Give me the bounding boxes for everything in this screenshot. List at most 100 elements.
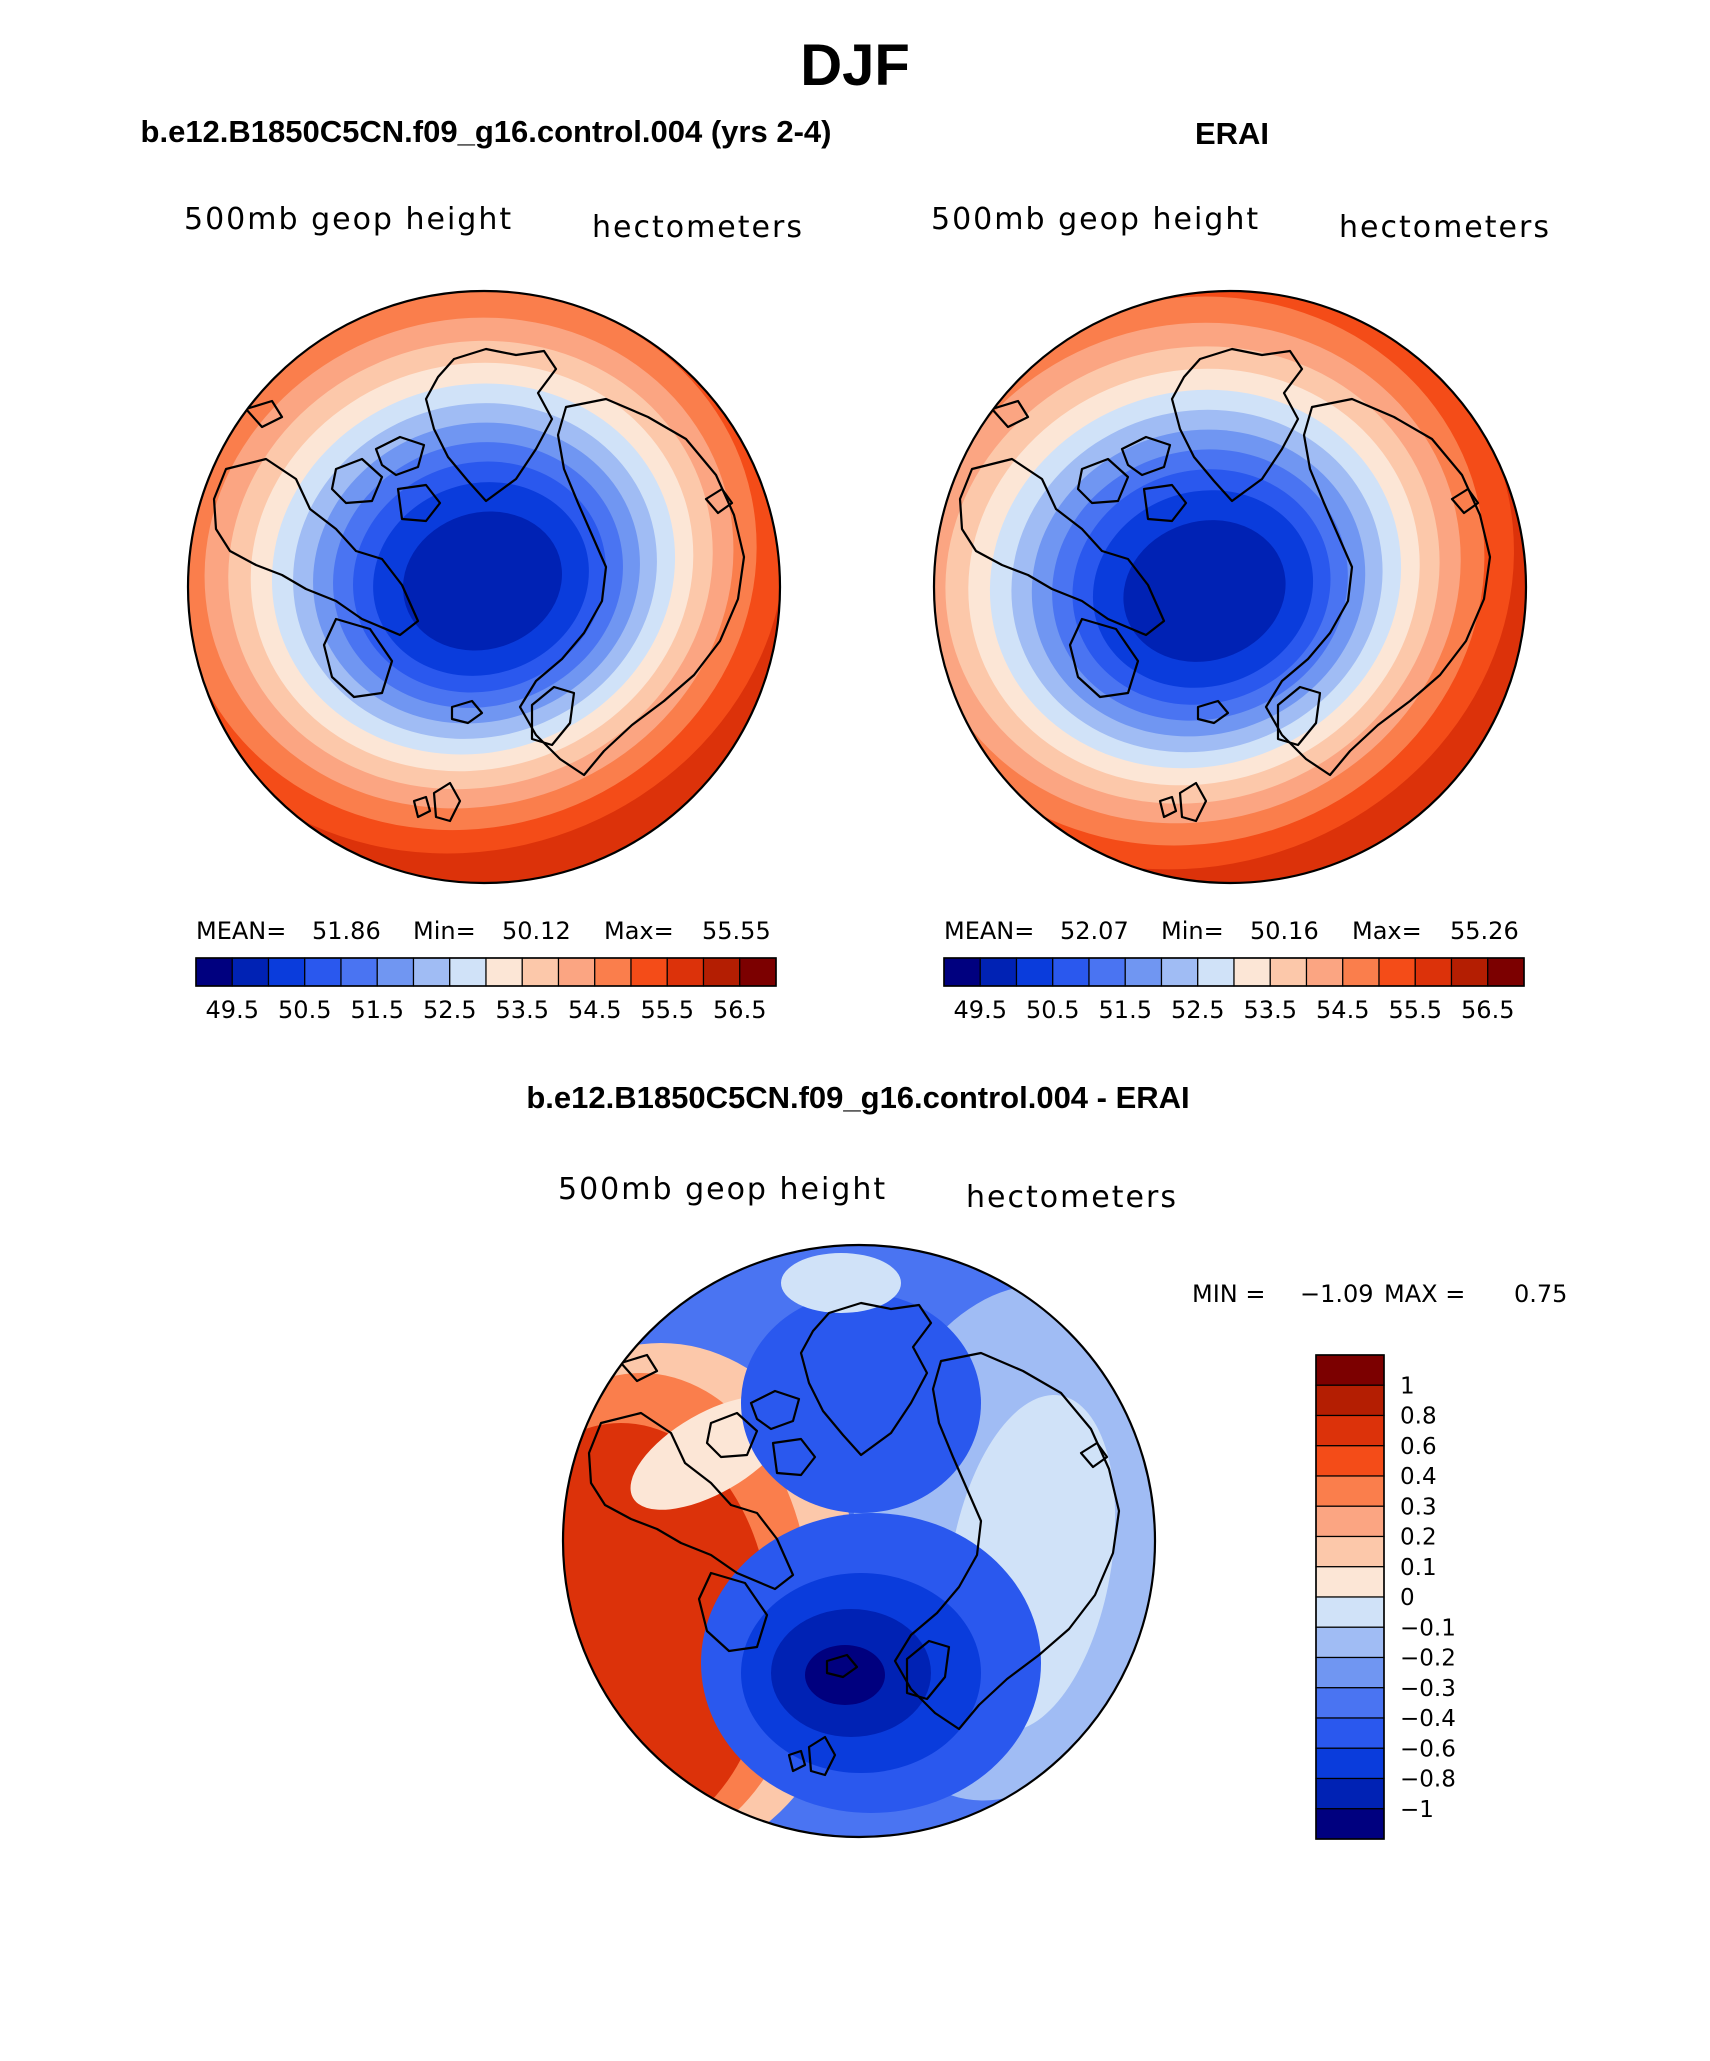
colorbar-3-swatch-12 — [1315, 1717, 1385, 1749]
colorbar-2-swatch-7 — [1197, 957, 1235, 987]
colorbar-1-swatch-13 — [666, 957, 705, 987]
panel-1-mean-label: MEAN= — [196, 917, 287, 945]
coastline — [697, 1571, 769, 1653]
coastline — [424, 347, 558, 503]
coastline — [244, 399, 284, 429]
colorbar-1-swatch-4 — [340, 957, 378, 987]
colorbar-1-tick-label: 55.5 — [641, 996, 694, 1024]
colorbar-3-tick-label: −0.4 — [1400, 1706, 1456, 1732]
colorbar-2-tick-label: 49.5 — [954, 996, 1007, 1024]
panel-3-colorbar: 1 0.8 0.6 0.4 0.3 0.2 0.1 0 −0.1 −0.2 −0.3 −0.4 −0.6… — [1315, 1354, 1456, 1840]
colorbar-3-swatch-10 — [1315, 1656, 1385, 1689]
panel-3-title: b.e12.B1850C5CN.f09_g16.control.004 - ER… — [526, 1080, 1190, 1115]
coastline — [990, 399, 1030, 429]
colorbar-3-tick-label: −0.6 — [1400, 1736, 1456, 1762]
coastline — [1276, 685, 1322, 747]
coastline — [212, 457, 420, 637]
panel-1-min-label: Min= — [413, 917, 476, 945]
coastline — [1079, 1441, 1109, 1469]
colorbar-2-swatch-5 — [1124, 957, 1163, 987]
panel-3-max-label: MAX = — [1384, 1280, 1466, 1308]
coastlines — [958, 339, 1492, 823]
figure-title: DJF — [800, 33, 910, 98]
coastline — [322, 617, 394, 699]
panel-3-min-label: MIN = — [1192, 1280, 1266, 1308]
colorbar-3-swatch-3 — [1315, 1445, 1385, 1477]
colorbar-2-swatch-1 — [979, 957, 1018, 987]
colorbar-1-swatch-12 — [630, 957, 668, 987]
coastline — [705, 1411, 759, 1459]
colorbar-1-swatch-5 — [376, 957, 415, 987]
coastlines — [212, 339, 746, 823]
panel-1-title: b.e12.B1850C5CN.f09_g16.control.004 (yrs… — [140, 114, 832, 149]
colorbar-1-swatch-15 — [739, 957, 777, 987]
colorbar-2-swatch-11 — [1342, 957, 1380, 987]
coastline — [1196, 699, 1230, 725]
panel-1-max-label: Max= — [604, 917, 674, 945]
colorbar-3-swatch-1 — [1315, 1384, 1385, 1417]
panel-2-title: ERAI — [1194, 116, 1270, 151]
colorbar-1-tick-label: 54.5 — [568, 996, 621, 1024]
colorbar-1-swatch-6 — [412, 957, 451, 987]
colorbar-3-tick-label: 0.4 — [1400, 1464, 1437, 1490]
map-boundary — [932, 289, 1528, 885]
colorbar-3-tick-label: 0.2 — [1400, 1525, 1437, 1551]
colorbar-1-swatch-2 — [267, 957, 306, 987]
coastline — [1057, 1293, 1093, 1325]
colorbar-2-swatch-9 — [1269, 957, 1308, 987]
colorbar-3-frame — [1315, 1354, 1385, 1840]
coastline — [450, 699, 484, 725]
coastline — [330, 457, 384, 505]
colorbar-3-tick-label: −0.1 — [1400, 1615, 1456, 1641]
colorbar-3-swatch-7 — [1315, 1566, 1385, 1598]
colorbar-2-swatch-12 — [1378, 957, 1416, 987]
coastline — [412, 795, 432, 819]
colorbar-3-swatch-4 — [1315, 1475, 1385, 1507]
colorbar-1-swatch-14 — [702, 957, 741, 987]
colorbar-1-tick-label: 51.5 — [351, 996, 404, 1024]
colorbar-3-tick-label: 0.6 — [1400, 1434, 1437, 1460]
colorbar-2-tick-label: 55.5 — [1389, 996, 1442, 1024]
colorbar-1-tick-label: 56.5 — [713, 996, 766, 1024]
colorbar-2-swatch-4 — [1088, 957, 1126, 987]
colorbar-2-tick-label: 50.5 — [1026, 996, 1079, 1024]
coastline — [587, 1411, 795, 1591]
panel-3-units-label: hectometers — [966, 1180, 1178, 1215]
coastline — [1120, 435, 1172, 477]
colorbar-3-tick-label: −1 — [1400, 1797, 1434, 1823]
colorbar-2-swatch-14 — [1450, 957, 1489, 987]
colorbar-2-frame — [943, 957, 1525, 987]
coastline — [682, 339, 718, 371]
colorbar-2-tick-label: 51.5 — [1099, 996, 1152, 1024]
coastline — [787, 1749, 807, 1773]
panel-2-polar-map — [932, 289, 1528, 885]
colorbar-3-tick-label: 0.1 — [1400, 1555, 1437, 1581]
colorbar-1-swatch-9 — [521, 957, 560, 987]
coastline — [1158, 795, 1178, 819]
colorbar-3-tick-label: −0.2 — [1400, 1646, 1456, 1672]
colorbar-1-frame — [195, 957, 777, 987]
panel-1-variable-label: 500mb geop height — [184, 202, 514, 237]
coastline — [1450, 487, 1480, 515]
coastline — [1076, 457, 1130, 505]
colorbar-3-tick-label: 0.3 — [1400, 1494, 1437, 1520]
coastline — [374, 435, 426, 477]
coastline — [1068, 617, 1140, 699]
map-boundary — [186, 289, 782, 885]
panel-3-polar-map — [561, 1243, 1157, 1839]
panel-2-variable-label: 500mb geop height — [931, 202, 1261, 237]
panel-2-mean-value: 52.07 — [1060, 917, 1129, 945]
panel-1-polar-map — [186, 289, 782, 885]
colorbar-1-swatch-11 — [594, 957, 632, 987]
coastline — [1178, 781, 1208, 823]
colorbar-2-swatch-8 — [1233, 957, 1271, 987]
colorbar-3-swatch-15 — [1315, 1808, 1385, 1840]
panel-1-max-value: 55.55 — [702, 917, 771, 945]
coastline — [958, 457, 1166, 637]
colorbar-2-swatch-3 — [1052, 957, 1090, 987]
colorbar-3-swatch-0 — [1315, 1354, 1385, 1386]
coastline — [749, 1389, 801, 1431]
colorbar-3-tick-label: 0 — [1400, 1585, 1415, 1611]
colorbar-3-tick-label: −0.3 — [1400, 1676, 1456, 1702]
colorbar-2-tick-label: 56.5 — [1461, 996, 1514, 1024]
